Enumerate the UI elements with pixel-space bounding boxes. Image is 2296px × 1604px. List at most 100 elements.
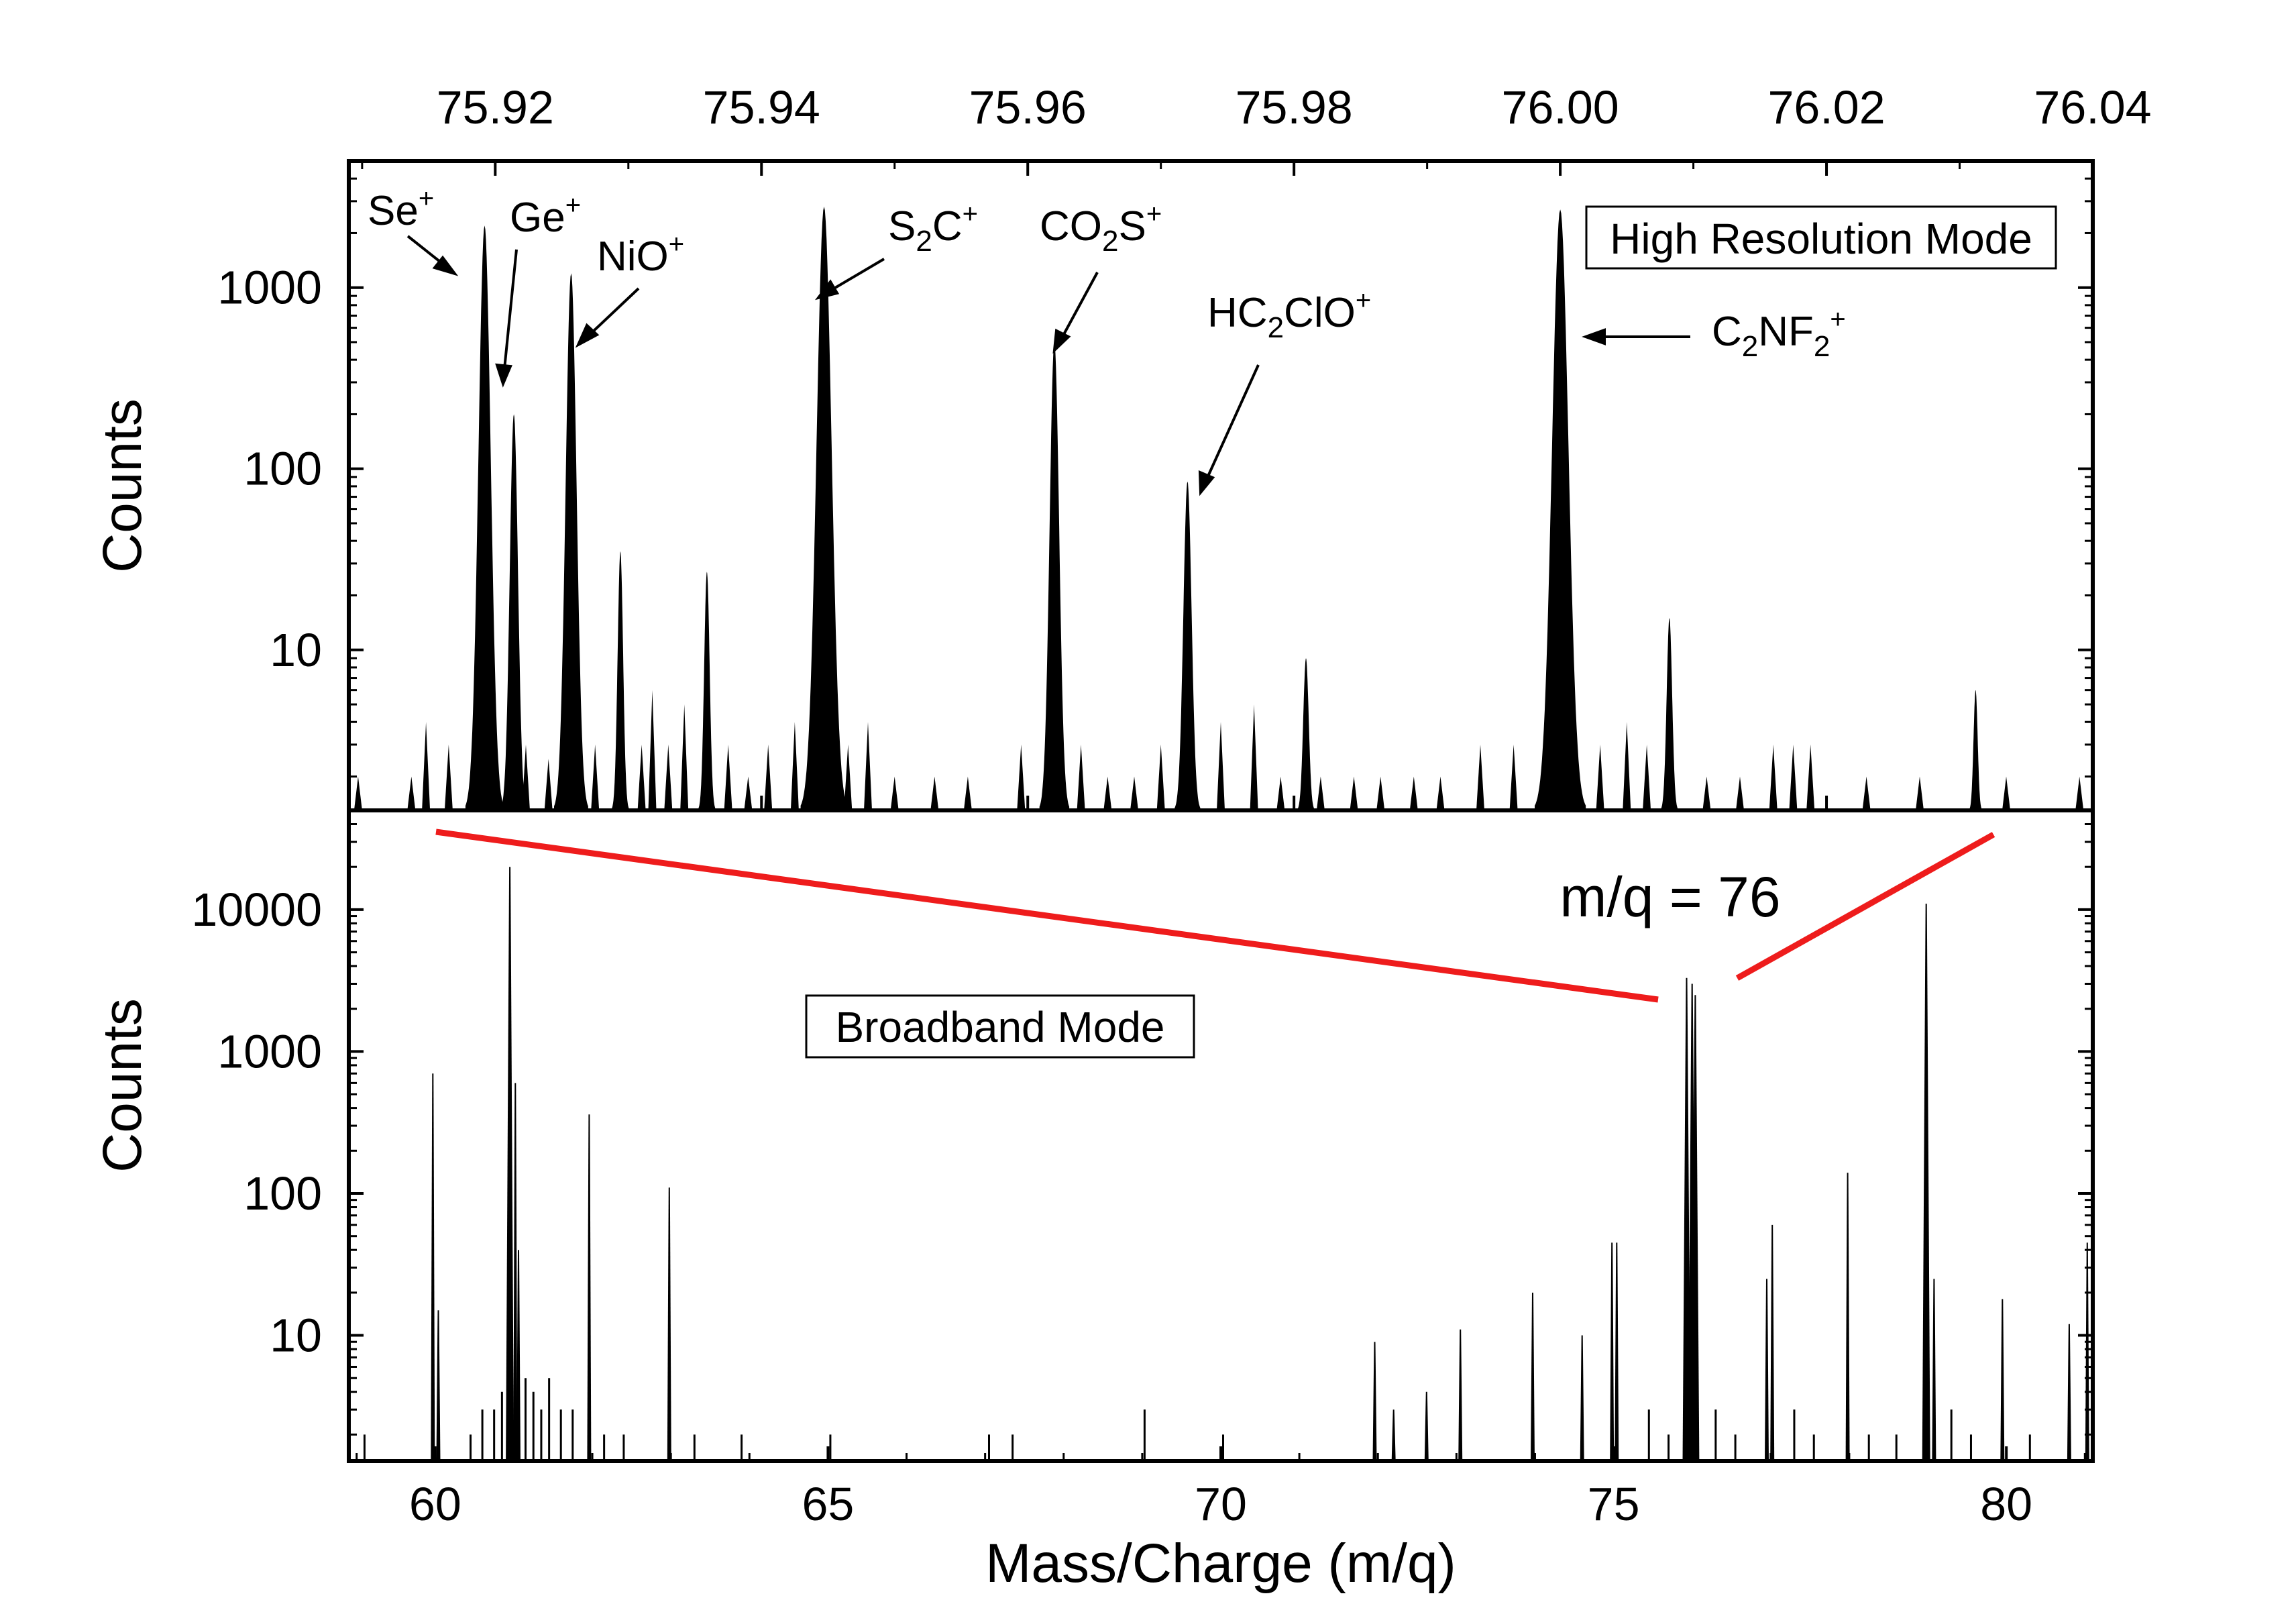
top-noise-peak-33	[1476, 744, 1484, 810]
top-noise-peak-44	[1916, 776, 1924, 810]
top-y-tick-label: 1000	[217, 262, 322, 314]
top-peak-1	[501, 414, 527, 810]
broadband-mode-box	[805, 994, 1195, 1059]
top-noise-peak-4	[522, 744, 530, 810]
bottom-y-tick-label: 10	[270, 1309, 322, 1362]
top-peak-11	[1969, 690, 1982, 810]
top-noise-peak-38	[1702, 776, 1711, 810]
top-noise-peak-5	[544, 759, 553, 810]
bottom-peak-13	[1610, 1242, 1615, 1461]
top-noise-peak-11	[724, 744, 732, 810]
bottom-peak-15	[1682, 977, 1691, 1461]
top-noise-peak-41	[1789, 744, 1798, 810]
top-noise-peak-2	[422, 722, 431, 810]
arrow-co2s	[1052, 272, 1099, 354]
bottom-peak-12	[1580, 1335, 1584, 1461]
top-noise-peak-45	[2002, 776, 2010, 810]
bottom-peak-10	[1458, 1329, 1463, 1461]
top-y-axis-title: Counts	[92, 398, 153, 573]
top-peak-3	[612, 551, 629, 810]
top-peak-0	[465, 225, 504, 810]
top-noise-peak-25	[1217, 722, 1225, 810]
top-peak-7	[1174, 481, 1201, 810]
label-hc2clo-plus: HC2ClO+	[1207, 286, 1371, 344]
bottom-x-tick-label: 75	[1588, 1478, 1640, 1530]
bottom-peak-8	[1391, 1409, 1396, 1461]
top-y-tick-label: 10	[270, 624, 322, 676]
arrow-nio	[575, 287, 640, 348]
top-noise-peak-46	[2075, 776, 2084, 810]
top-noise-peak-22	[1103, 776, 1112, 810]
bottom-spectrum-data	[363, 867, 2089, 1461]
top-noise-peak-30	[1376, 776, 1385, 810]
top-noise-peak-6	[591, 744, 600, 810]
top-x-tick-label: 76.00	[1502, 81, 1619, 133]
top-x-tick-label: 75.92	[437, 81, 554, 133]
top-noise-peak-12	[744, 776, 753, 810]
bottom-y-tick-label: 10000	[191, 884, 322, 936]
top-noise-peak-32	[1436, 776, 1445, 810]
bottom-peak-25	[2085, 1242, 2089, 1461]
bottom-x-tick-label: 65	[802, 1478, 854, 1530]
top-noise-peak-35	[1596, 744, 1604, 810]
top-noise-peak-34	[1509, 744, 1518, 810]
label-ge-plus: Ge+	[510, 191, 581, 241]
top-peak-6	[1039, 342, 1070, 810]
top-noise-peak-43	[1862, 776, 1871, 810]
bottom-peak-23	[2000, 1299, 2005, 1461]
bottom-peak-19	[1770, 1224, 1775, 1461]
bottom-peak-1	[436, 1310, 441, 1461]
top-axis-ticks: 75.92 75.94 75.96 75.98 76.00 76.02 76.04 10 100…	[217, 81, 2152, 810]
bottom-peak-0	[431, 1073, 435, 1461]
top-x-tick-label: 75.98	[1236, 81, 1353, 133]
top-noise-peak-24	[1156, 744, 1165, 810]
arrow-s2c	[815, 258, 885, 301]
label-nio-plus: NiO+	[597, 229, 684, 280]
high-resolution-mode-box	[1585, 205, 2057, 270]
top-noise-peak-29	[1350, 776, 1358, 810]
x-axis-title: Mass/Charge (m/q)	[985, 1533, 1456, 1594]
top-noise-peak-0	[353, 776, 362, 810]
top-noise-peak-26	[1250, 704, 1258, 810]
bottom-peak-14	[1615, 1242, 1619, 1461]
bottom-x-tick-label: 60	[409, 1478, 461, 1530]
top-peak-8	[1297, 658, 1315, 810]
zoom-connector-lines	[435, 828, 1996, 1003]
top-x-tick-label: 75.96	[969, 81, 1087, 133]
arrow-ge	[495, 249, 518, 388]
label-c2nf2-plus: C2NF2+	[1712, 305, 1846, 363]
label-co2s-plus: CO2S+	[1040, 199, 1162, 258]
top-annotation-arrows	[406, 235, 1690, 496]
bottom-axis-ticks: 60 65 70 75 80 10 100 1000 10000	[191, 809, 2093, 1530]
bottom-x-tick-label: 80	[1980, 1478, 2032, 1530]
mq-76-label: m/q = 76	[1560, 865, 1780, 928]
high-resolution-mode-label: High Resolution Mode	[1610, 215, 2032, 263]
arrow-c2nf2	[1582, 328, 1690, 345]
top-noise-peak-39	[1736, 776, 1744, 810]
bottom-y-tick-label: 1000	[217, 1025, 322, 1077]
top-noise-peak-16	[864, 722, 872, 810]
top-noise-peak-13	[764, 744, 773, 810]
bottom-y-tick-label: 100	[243, 1167, 322, 1220]
top-y-tick-label: 100	[243, 443, 322, 495]
top-noise-peak-15	[844, 744, 853, 810]
top-noise-peak-10	[680, 704, 689, 810]
bottom-peak-7	[1372, 1342, 1377, 1461]
bottom-peak-2	[506, 867, 514, 1461]
arrow-hc2clo	[1198, 364, 1260, 496]
bottom-y-axis-title: Counts	[92, 998, 153, 1173]
zoom-line-right	[1735, 832, 1996, 981]
top-peak-10	[1661, 618, 1678, 810]
bottom-peak-4	[516, 1250, 521, 1461]
bottom-peak-3	[513, 1083, 518, 1461]
top-noise-peak-28	[1316, 776, 1325, 810]
bottom-peak-22	[1932, 1279, 1936, 1461]
top-noise-peak-7	[637, 744, 646, 810]
top-noise-peak-40	[1769, 744, 1778, 810]
bottom-panel-broadband: 60 65 70 75 80 10 100 1000 10000 Counts Mass/Cha…	[92, 808, 2095, 1594]
top-peak-2	[554, 273, 588, 810]
top-noise-peak-36	[1623, 722, 1631, 810]
bottom-peak-11	[1531, 1292, 1535, 1461]
bottom-peak-9	[1424, 1391, 1429, 1461]
